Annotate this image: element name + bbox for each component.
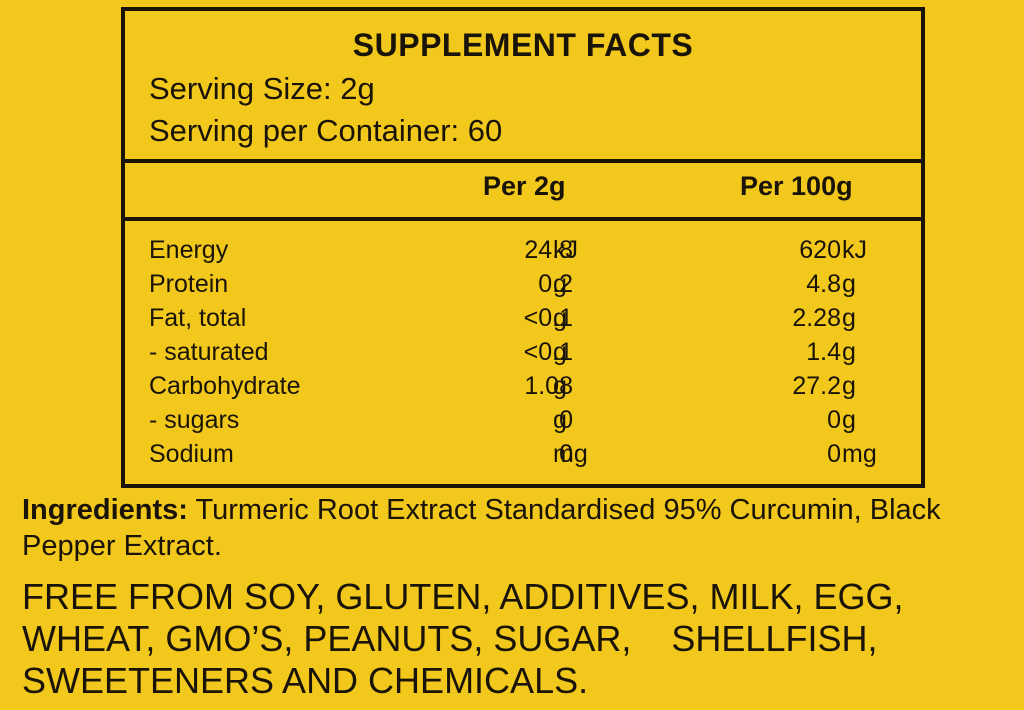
table-row: Protein 0.2 g 4.8 g	[125, 268, 921, 302]
table-row: Fat, total <0.1 g 2.28 g	[125, 302, 921, 336]
column-header-per-serving: Per 2g	[483, 171, 566, 201]
free-from-line: SWEETENERS AND CHEMICALS.	[22, 660, 589, 701]
nutrient-name: Protein	[149, 270, 229, 298]
per-serving-unit: g	[553, 270, 567, 298]
per-100g-unit: g	[842, 270, 856, 298]
per-serving-unit: g	[553, 338, 567, 366]
panel-title: SUPPLEMENT FACTS	[352, 27, 694, 63]
per-100g-unit: g	[842, 304, 856, 332]
free-from-line: WHEAT, GMO’S, PEANUTS, SUGAR, SHELLFISH,	[22, 618, 878, 659]
nutrient-name: - sugars	[149, 406, 240, 434]
per-serving-value: 1.08	[524, 372, 573, 400]
nutrient-name: Energy	[149, 236, 229, 264]
per-serving-unit: g	[553, 304, 567, 332]
free-from-statement: FREE FROM SOY, GLUTEN, ADDITIVES, MILK, …	[22, 576, 1017, 702]
supplement-facts-panel: SUPPLEMENT FACTS Serving Size: 2g Servin…	[121, 7, 925, 488]
per-100g-unit: mg	[842, 440, 877, 468]
per-100g-value: 27.2	[792, 372, 841, 400]
per-serving-value: 0.2	[538, 270, 573, 298]
per-serving-value: <0.1	[523, 304, 573, 332]
per-100g-unit: g	[842, 406, 856, 434]
per-serving-value: 0	[559, 406, 573, 434]
per-serving-unit: kJ	[553, 236, 578, 264]
nutrient-name: Sodium	[149, 440, 234, 468]
per-100g-unit: g	[842, 372, 856, 400]
serving-size: Serving Size: 2g	[149, 71, 375, 106]
nutrient-name: Carbohydrate	[149, 372, 301, 400]
per-serving-unit: g	[553, 406, 567, 434]
nutrient-table: Energy 24.8 kJ 620 kJ Protein 0.2 g 4.8 …	[125, 234, 921, 472]
ingredients-label: Ingredients:	[22, 494, 188, 526]
per-100g-value: 620	[799, 236, 841, 264]
nutrient-name: Fat, total	[149, 304, 247, 332]
per-serving-unit: g	[553, 372, 567, 400]
ingredients-statement: Ingredients: Turmeric Root Extract Stand…	[22, 492, 1012, 564]
column-header-per-100g: Per 100g	[740, 171, 853, 201]
table-row: Energy 24.8 kJ 620 kJ	[125, 234, 921, 268]
divider-top	[125, 159, 921, 163]
nutrient-name: - saturated	[149, 338, 269, 366]
table-row: - saturated <0.1 g 1.4 g	[125, 336, 921, 370]
per-serving-value: 0	[559, 440, 573, 468]
table-row: Carbohydrate 1.08 g 27.2 g	[125, 370, 921, 404]
table-row: Sodium 0 mg 0 mg	[125, 438, 921, 472]
per-serving-unit: mg	[553, 440, 588, 468]
servings-per-container: Serving per Container: 60	[149, 113, 503, 148]
per-100g-unit: kJ	[842, 236, 867, 264]
per-100g-value: 4.8	[806, 270, 841, 298]
per-serving-value: <0.1	[523, 338, 573, 366]
per-serving-value: 24.8	[524, 236, 573, 264]
per-100g-value: 1.4	[806, 338, 841, 366]
per-100g-value: 0	[827, 406, 841, 434]
table-row: - sugars 0 g 0 g	[125, 404, 921, 438]
per-100g-value: 0	[827, 440, 841, 468]
free-from-line: FREE FROM SOY, GLUTEN, ADDITIVES, MILK, …	[22, 576, 904, 617]
per-100g-unit: g	[842, 338, 856, 366]
per-100g-value: 2.28	[792, 304, 841, 332]
divider-header	[125, 217, 921, 221]
ingredients-text: Turmeric Root Extract Standardised 95% C…	[22, 494, 941, 562]
